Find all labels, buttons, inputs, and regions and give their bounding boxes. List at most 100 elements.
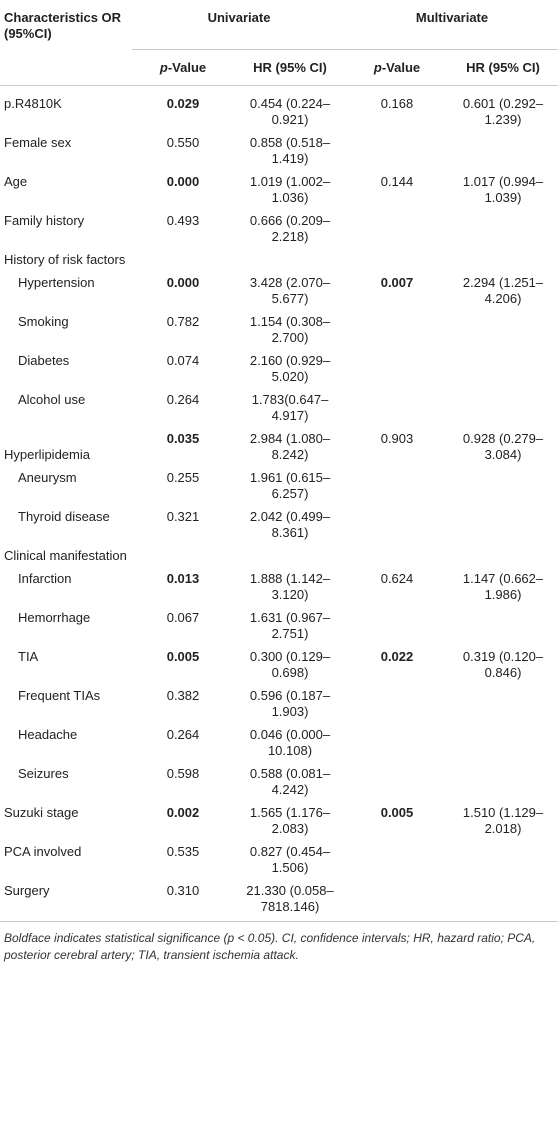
hr-value: 1.017 (0.994–1.039) <box>462 174 544 205</box>
p-value: 0.005 <box>166 649 200 664</box>
row-label-cell: Family history <box>0 209 132 248</box>
hr-value <box>448 762 558 801</box>
p-value: 0.903 <box>380 431 414 446</box>
table-body: p.R4810K 0.029 0.454 (0.224–0.921) 0.168 0.6… <box>0 86 558 922</box>
table-row: TIA 0.005 0.300 (0.129–0.698) 0.022 0.319 (0… <box>0 645 558 684</box>
hr-value <box>448 840 558 879</box>
p-value: 0.782 <box>166 314 200 329</box>
hr-value: 1.888 (1.142–3.120) <box>249 571 331 602</box>
table-row: Age 0.000 1.019 (1.002–1.036) 0.144 1.017 (0… <box>0 170 558 209</box>
hr-value: 2.294 (1.251–4.206) <box>462 275 544 306</box>
p-value <box>346 723 448 762</box>
hr-value <box>448 349 558 388</box>
row-label-cell: Headache <box>0 723 132 762</box>
table-row: Hyperlipidemia 0.035 2.984 (1.080–8.242) 0.… <box>0 427 558 466</box>
hr-value <box>448 388 558 427</box>
hr-value: 0.588 (0.081–4.242) <box>249 766 331 797</box>
hr-value <box>448 466 558 505</box>
p-value: 0.321 <box>166 509 200 524</box>
p-value: 0.310 <box>166 883 200 898</box>
column-header: HR (95% CI) <box>234 49 346 86</box>
p-value: 0.002 <box>166 805 200 820</box>
row-label: Frequent TIAs <box>18 688 101 703</box>
hr-value <box>448 505 558 544</box>
row-label: Hemorrhage <box>18 610 91 625</box>
row-label: History of risk factors <box>4 252 126 267</box>
row-label-cell: History of risk factors <box>0 248 132 271</box>
p-value <box>132 248 234 271</box>
p-value: 0.493 <box>166 213 200 228</box>
row-label-cell: Female sex <box>0 131 132 170</box>
table-row: Frequent TIAs 0.382 0.596 (0.187–1.903) <box>0 684 558 723</box>
row-label: PCA involved <box>4 844 82 859</box>
results-table: Characteristics OR (95%CI) Univariate Mu… <box>0 0 558 972</box>
row-label-cell: Seizures <box>0 762 132 801</box>
row-label-cell: p.R4810K <box>0 86 132 132</box>
hr-value: 3.428 (2.070–5.677) <box>249 275 331 306</box>
hr-value <box>448 248 558 271</box>
hr-value: 1.019 (1.002–1.036) <box>249 174 331 205</box>
p-value: 0.624 <box>380 571 414 586</box>
hr-value: 0.454 (0.224–0.921) <box>249 96 331 127</box>
table-row: Surgery 0.310 21.330 (0.058–7818.146) <box>0 879 558 922</box>
row-label: Surgery <box>4 883 50 898</box>
table-row: Seizures 0.598 0.588 (0.081–4.242) <box>0 762 558 801</box>
hr-value: 21.330 (0.058–7818.146) <box>246 883 334 914</box>
row-label-cell: Smoking <box>0 310 132 349</box>
p-value <box>346 131 448 170</box>
p-value: 0.255 <box>166 470 200 485</box>
column-header: HR (95% CI) <box>448 49 558 86</box>
hr-value: 1.154 (0.308–2.700) <box>249 314 331 345</box>
row-label-cell: Suzuki stage <box>0 801 132 840</box>
table-row: Thyroid disease 0.321 2.042 (0.499–8.361) <box>0 505 558 544</box>
hr-value: 1.565 (1.176–2.083) <box>249 805 331 836</box>
table-row: Clinical manifestation <box>0 544 558 567</box>
hr-value <box>234 544 346 567</box>
p-value <box>346 840 448 879</box>
row-label-cell: Age <box>0 170 132 209</box>
hr-value: 1.147 (0.662–1.986) <box>462 571 544 602</box>
p-value <box>346 762 448 801</box>
hr-value: 2.984 (1.080–8.242) <box>249 431 331 462</box>
characteristics-header: Characteristics OR (95%CI) <box>4 10 122 41</box>
p-value <box>346 209 448 248</box>
p-value <box>346 466 448 505</box>
group-header: Multivariate <box>346 0 558 50</box>
table-header: Characteristics OR (95%CI) Univariate Mu… <box>0 0 558 86</box>
hr-value: 0.046 (0.000–10.108) <box>249 727 331 758</box>
hr-value: 0.827 (0.454–1.506) <box>249 844 331 875</box>
hr-value: 0.858 (0.518–1.419) <box>249 135 331 166</box>
row-label: Seizures <box>18 766 69 781</box>
row-label: Thyroid disease <box>18 509 110 524</box>
row-label: Hyperlipidemia <box>4 447 90 462</box>
row-label: Female sex <box>4 135 72 150</box>
hr-value <box>234 248 346 271</box>
row-label-cell: PCA involved <box>0 840 132 879</box>
table-row: Female sex 0.550 0.858 (0.518–1.419) <box>0 131 558 170</box>
p-value <box>346 310 448 349</box>
p-value: 0.144 <box>380 174 414 189</box>
footnote: Boldface indicates statistical significa… <box>0 921 558 972</box>
row-label-cell: Infarction <box>0 567 132 606</box>
row-label: Hypertension <box>18 275 95 290</box>
hr-value: 0.601 (0.292–1.239) <box>462 96 544 127</box>
row-label-cell: Alcohol use <box>0 388 132 427</box>
hr-value: 0.300 (0.129–0.698) <box>249 649 331 680</box>
p-value: 0.264 <box>166 727 200 742</box>
p-value: 0.550 <box>166 135 200 150</box>
table-row: Alcohol use 0.264 1.783(0.647–4.917) <box>0 388 558 427</box>
hr-value <box>448 310 558 349</box>
p-value: 0.074 <box>166 353 200 368</box>
p-value: 0.035 <box>166 431 200 446</box>
row-label-cell: Diabetes <box>0 349 132 388</box>
p-value: 0.005 <box>380 805 414 820</box>
p-value <box>132 544 234 567</box>
table-row: Hemorrhage 0.067 1.631 (0.967–2.751) <box>0 606 558 645</box>
hr-value: 0.596 (0.187–1.903) <box>249 688 331 719</box>
p-value <box>346 544 448 567</box>
row-label-cell: Hyperlipidemia <box>0 427 132 466</box>
p-value: 0.007 <box>380 275 414 290</box>
p-value: 0.535 <box>166 844 200 859</box>
hr-value: 2.160 (0.929–5.020) <box>249 353 331 384</box>
